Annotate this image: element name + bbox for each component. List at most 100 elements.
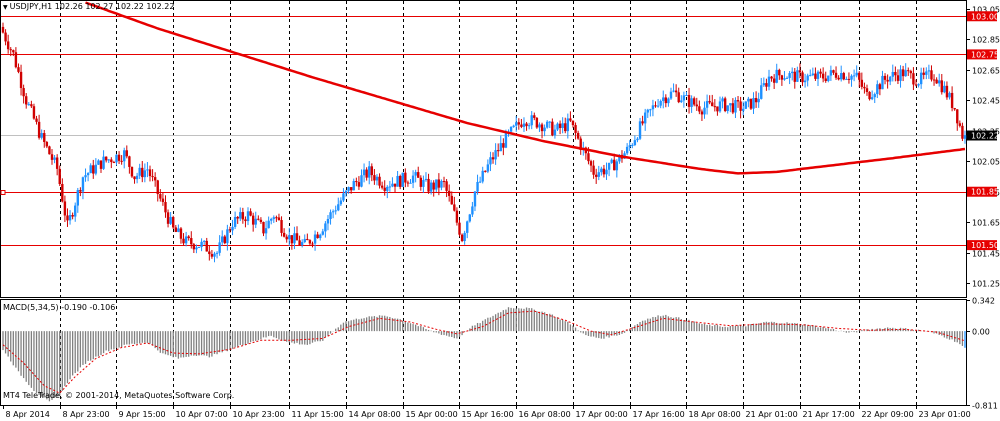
candle-bull bbox=[538, 124, 541, 128]
candle-bear bbox=[25, 96, 28, 105]
candle-bull bbox=[169, 217, 172, 224]
candle-bear bbox=[837, 77, 840, 80]
candle-bull bbox=[86, 173, 90, 176]
candle-bear bbox=[112, 162, 116, 164]
candle-bear bbox=[723, 98, 727, 112]
candle-bear bbox=[378, 176, 381, 186]
candle-bear bbox=[120, 160, 123, 162]
candle-bull bbox=[352, 181, 355, 191]
candle-bull bbox=[213, 253, 216, 257]
candle-bull bbox=[473, 191, 477, 207]
candle-bull bbox=[218, 242, 221, 253]
candle-bull bbox=[827, 75, 830, 82]
candle-bear bbox=[50, 154, 54, 160]
candle-bull bbox=[649, 109, 652, 111]
candle-bear bbox=[602, 168, 606, 175]
candle-bear bbox=[12, 50, 15, 53]
candle-bull bbox=[904, 70, 907, 77]
candle-bull bbox=[329, 212, 332, 219]
candle-bear bbox=[182, 238, 185, 244]
level-price-tag bbox=[967, 186, 997, 197]
candle-bear bbox=[579, 138, 582, 150]
candle-bear bbox=[765, 83, 768, 87]
candle-bear bbox=[863, 86, 866, 89]
candle-bear bbox=[460, 234, 464, 242]
candle-bear bbox=[798, 70, 802, 73]
dropdown-triangle-icon[interactable]: ▼ bbox=[3, 4, 8, 11]
candle-bull bbox=[471, 206, 474, 215]
candle-bear bbox=[571, 120, 575, 126]
macd-signal-line bbox=[2, 310, 966, 394]
candle-bear bbox=[355, 181, 358, 183]
candle-bull bbox=[324, 223, 327, 232]
candle-bear bbox=[491, 157, 495, 160]
time-tick-label: 23 Apr 01:00 bbox=[919, 410, 971, 419]
candle-bear bbox=[166, 212, 170, 224]
time-tick-label: 10 Apr 23:00 bbox=[233, 410, 285, 419]
candle-bear bbox=[564, 123, 567, 132]
candle-bear bbox=[104, 156, 108, 161]
candle-bull bbox=[334, 210, 337, 212]
candle-bull bbox=[876, 84, 879, 95]
candle-bull bbox=[672, 90, 675, 92]
candle-bull bbox=[881, 75, 884, 90]
candle-bull bbox=[760, 85, 763, 99]
candle-bull bbox=[667, 98, 670, 104]
symbol-quote-label: ▼ USDJPY,H1 102.26 102.27 102.22 102.22 bbox=[3, 2, 174, 11]
candle-bull bbox=[177, 228, 180, 232]
candle-bear bbox=[187, 236, 190, 239]
candle-bear bbox=[801, 72, 804, 83]
candle-bear bbox=[716, 106, 719, 112]
candle-bull bbox=[662, 97, 665, 101]
candle-bull bbox=[600, 168, 603, 173]
candle-bear bbox=[613, 159, 616, 171]
candle-bull bbox=[342, 193, 345, 201]
candle-bull bbox=[184, 236, 188, 244]
candle-bear bbox=[117, 154, 121, 161]
current-price-tag bbox=[967, 130, 997, 141]
candle-bear bbox=[153, 177, 157, 181]
candle-bear bbox=[922, 72, 925, 75]
candle-bear bbox=[819, 71, 822, 74]
level-marker-icon bbox=[0, 190, 6, 195]
candle-bear bbox=[930, 70, 933, 80]
candle-bull bbox=[94, 164, 98, 174]
time-tick-label: 18 Apr 08:00 bbox=[689, 410, 741, 419]
candle-bull bbox=[386, 186, 389, 191]
candle-bear bbox=[306, 238, 309, 241]
candle-bear bbox=[901, 69, 905, 77]
candle-bear bbox=[589, 161, 593, 166]
candle-bull bbox=[845, 78, 848, 80]
candle-bull bbox=[556, 123, 559, 130]
macd-signal-path bbox=[2, 310, 966, 394]
candle-bear bbox=[427, 178, 430, 192]
time-tick-label: 10 Apr 07:00 bbox=[176, 410, 228, 419]
candle-bear bbox=[9, 49, 12, 51]
candle-bull bbox=[806, 75, 809, 81]
candle-bear bbox=[417, 172, 420, 178]
price-axis: 103.05102.85102.65102.45102.25102.05101.… bbox=[966, 6, 1000, 289]
candle-bear bbox=[30, 104, 33, 107]
candle-bear bbox=[285, 236, 288, 240]
candle-bull bbox=[303, 238, 306, 243]
candle-bear bbox=[45, 141, 49, 147]
candle-bull bbox=[870, 97, 874, 100]
candle-bear bbox=[535, 117, 539, 128]
candle-bear bbox=[393, 183, 397, 187]
candle-bull bbox=[703, 107, 706, 115]
candle-bear bbox=[63, 201, 67, 216]
candle-bear bbox=[641, 121, 644, 124]
candle-bull bbox=[466, 221, 469, 233]
candle-bear bbox=[406, 182, 410, 184]
candle-bear bbox=[847, 78, 851, 80]
candle-bear bbox=[865, 88, 869, 92]
candle-bear bbox=[502, 143, 505, 148]
candle-bull bbox=[84, 175, 87, 178]
candle-bear bbox=[772, 78, 776, 83]
candle-bull bbox=[638, 121, 642, 139]
candle-bull bbox=[515, 122, 518, 126]
time-axis: 8 Apr 2014 8 Apr 23:00 9 Apr 15:00 10 Apr 0… bbox=[3, 406, 971, 419]
time-tick-label: 14 Apr 08:00 bbox=[349, 410, 401, 419]
